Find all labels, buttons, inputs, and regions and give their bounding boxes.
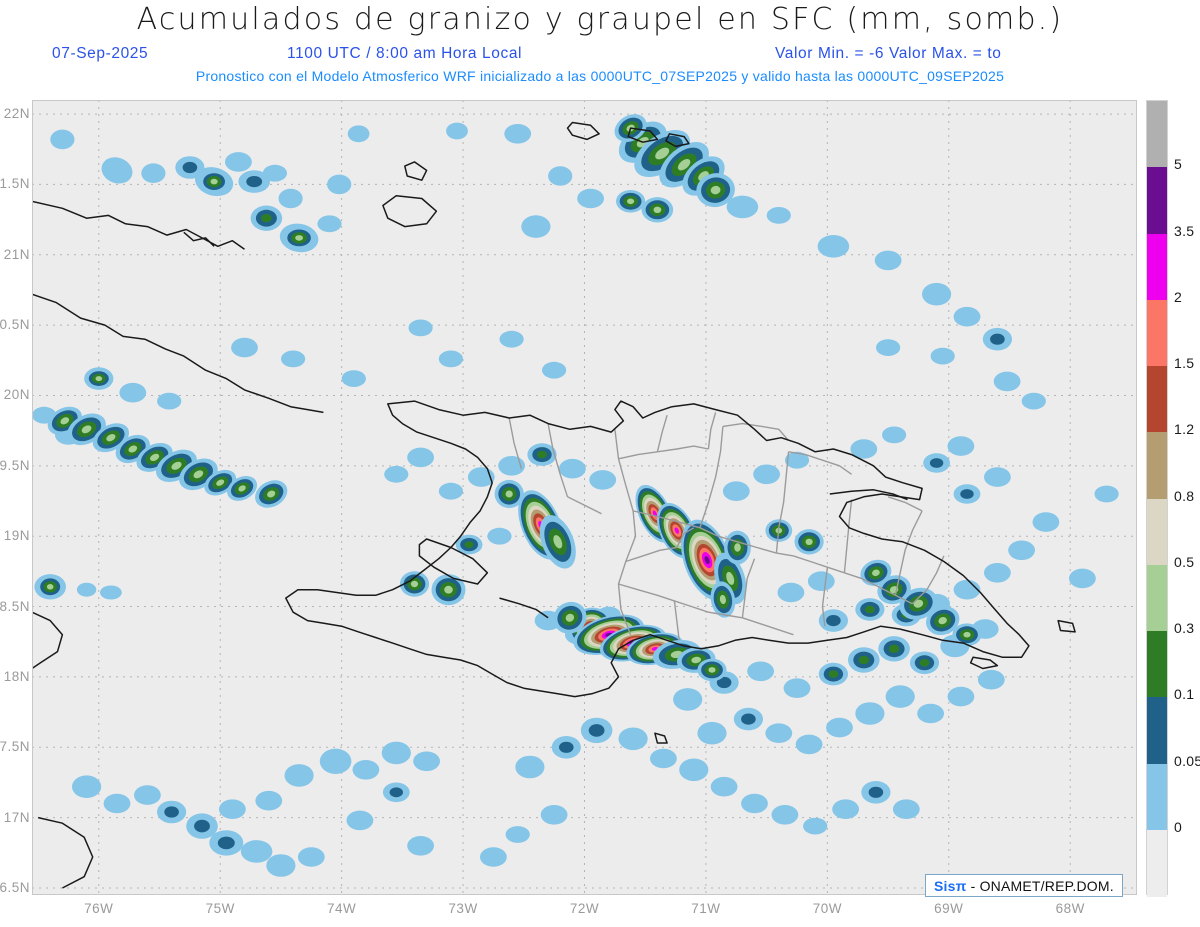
colorbar-tick-0.5: 0.5 (1174, 553, 1195, 570)
colorbar-tick-0.05: 0.05 (1174, 752, 1200, 769)
x-tick-71W: 71W (691, 901, 721, 916)
colorbar-tick-0.1: 0.1 (1174, 686, 1195, 703)
colorbar-band-0.1-0.3 (1147, 631, 1167, 698)
onamet-label: - ONAMET/REP.DOM. (966, 877, 1114, 894)
attribution-text: Sisπ - ONAMET/REP.DOM. (934, 878, 1114, 894)
y-tick-6.5N: 6.5N (0, 879, 30, 895)
value-minmax: Valor Min. = -6 Valor Max. = to (775, 45, 1002, 62)
colorbar-tick-1.2: 1.2 (1174, 421, 1195, 438)
x-tick-70W: 70W (812, 901, 842, 916)
x-tick-73W: 73W (448, 901, 478, 916)
forecast-time: 1100 UTC / 8:00 am Hora Local (287, 45, 523, 62)
colorbar-band-0.3-0.5 (1147, 564, 1167, 632)
y-tick-8.5N: 8.5N (0, 598, 30, 614)
y-tick-22N: 22N (3, 106, 30, 122)
colorbar-tick-5: 5 (1174, 156, 1183, 173)
map-canvas (32, 100, 1137, 895)
colorbar-band-2-3.5 (1147, 233, 1167, 301)
y-tick-17N: 17N (3, 809, 30, 825)
sis-label: Sis (934, 877, 956, 894)
page-title: Acumulados de granizo y graupel en SFC (… (136, 2, 1064, 37)
colorbar-tick-0.3: 0.3 (1174, 620, 1195, 636)
colorbar-band-1.2-1.5 (1147, 366, 1167, 433)
x-tick-68W: 68W (1055, 901, 1085, 916)
y-tick-18N: 18N (3, 668, 30, 684)
coastlines (32, 121, 1076, 889)
attribution-box[interactable]: Sisπ - ONAMET/REP.DOM. (925, 874, 1123, 897)
y-tick-1.5N: 1.5N (0, 176, 30, 192)
x-tick-69W: 69W (934, 901, 964, 916)
colorbar-band-1.5-2 (1147, 299, 1167, 367)
colorbar-band-0.8-1.2 (1147, 432, 1167, 500)
x-tick-76W: 76W (84, 901, 114, 916)
colorbar-band-above-5 (1147, 101, 1167, 168)
colorbar-band-0.5-0.8 (1147, 498, 1167, 566)
colorbar-band-3.5-5 (1147, 167, 1167, 235)
y-tick-21N: 21N (3, 246, 30, 262)
forecast-date: 07-Sep-2025 (52, 45, 149, 62)
colorbar-tick-3.5: 3.5 (1174, 222, 1195, 239)
model-description: Pronostico con el Modelo Atmosferico WRF… (195, 68, 1005, 84)
colorbar-tick-1.5: 1.5 (1174, 355, 1195, 371)
y-tick-7.5N: 7.5N (0, 739, 30, 755)
precipitation-shading (32, 114, 1119, 877)
colorbar-band-below-0 (1147, 829, 1167, 897)
province-boundaries (508, 412, 945, 641)
y-tick-19N: 19N (3, 528, 30, 544)
colorbar-tick-0: 0 (1174, 818, 1183, 835)
colorbar-tick-0.8: 0.8 (1174, 487, 1195, 504)
y-tick-20N: 20N (3, 387, 30, 403)
colorbar-band-0-0.05 (1147, 763, 1167, 831)
map-background (32, 100, 1137, 895)
colorbar[interactable] (1146, 100, 1168, 897)
colorbar-tick-2: 2 (1174, 288, 1183, 305)
y-tick-9.5N: 9.5N (0, 457, 30, 473)
colorbar-band-0.05-0.1 (1147, 697, 1167, 765)
header: Acumulados de granizo y graupel en SFC (… (0, 0, 1200, 92)
x-tick-72W: 72W (569, 901, 600, 916)
y-tick-0.5N: 0.5N (0, 317, 30, 333)
map-plot-area (32, 100, 1137, 895)
x-tick-75W: 75W (205, 901, 235, 916)
pi-icon: π (955, 877, 967, 894)
x-tick-74W: 74W (327, 901, 357, 916)
